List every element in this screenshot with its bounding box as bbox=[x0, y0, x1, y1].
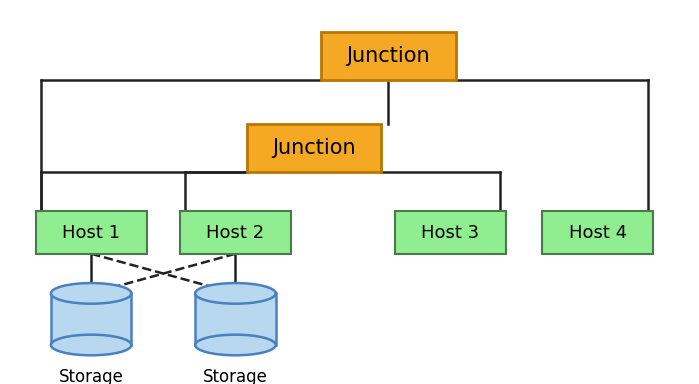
FancyBboxPatch shape bbox=[542, 211, 653, 254]
Ellipse shape bbox=[51, 283, 131, 304]
FancyBboxPatch shape bbox=[395, 211, 505, 254]
Text: Storage: Storage bbox=[203, 368, 268, 384]
Ellipse shape bbox=[195, 335, 275, 355]
Ellipse shape bbox=[195, 283, 275, 304]
Ellipse shape bbox=[51, 335, 131, 355]
FancyBboxPatch shape bbox=[36, 211, 147, 254]
FancyBboxPatch shape bbox=[322, 31, 456, 79]
Text: Host 3: Host 3 bbox=[421, 223, 480, 242]
Text: Junction: Junction bbox=[272, 138, 356, 158]
FancyBboxPatch shape bbox=[247, 124, 381, 172]
FancyBboxPatch shape bbox=[180, 211, 291, 254]
Polygon shape bbox=[195, 293, 275, 345]
Text: Storage: Storage bbox=[59, 368, 124, 384]
Text: Junction: Junction bbox=[347, 46, 430, 66]
Text: Host 4: Host 4 bbox=[569, 223, 627, 242]
Text: Host 2: Host 2 bbox=[206, 223, 264, 242]
Polygon shape bbox=[51, 293, 131, 345]
Text: Host 1: Host 1 bbox=[62, 223, 120, 242]
